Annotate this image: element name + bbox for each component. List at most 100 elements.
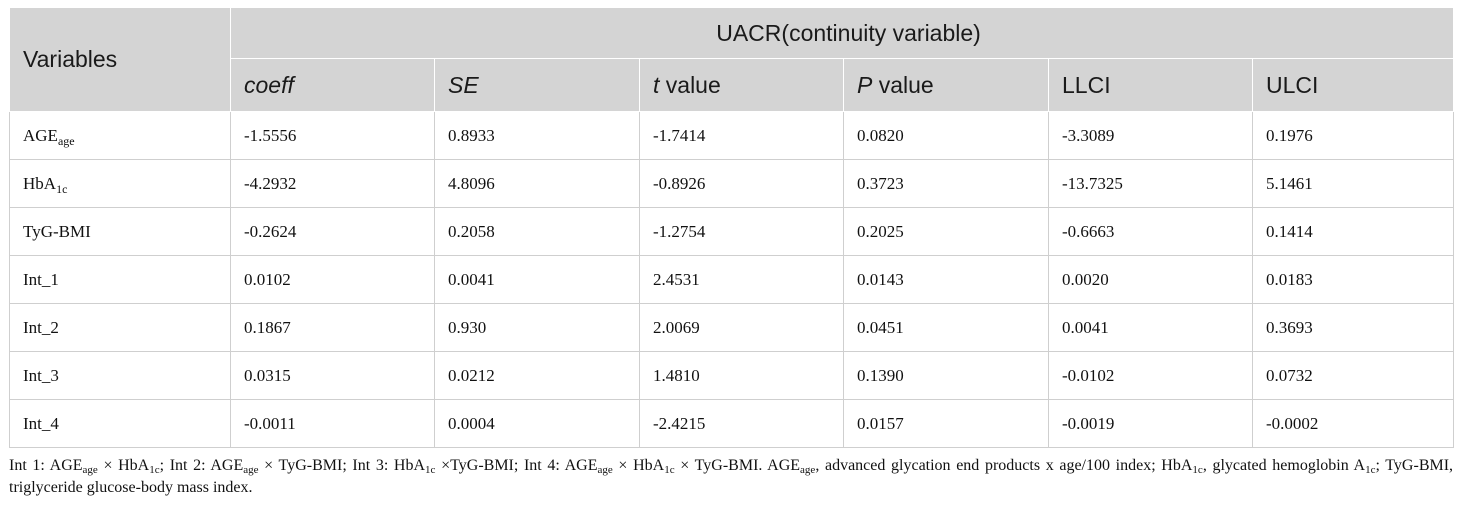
table-body: AGEage -1.5556 0.8933 -1.7414 0.0820 -3.3089 0… (9, 111, 1455, 448)
footnote-sub: 1c (425, 464, 436, 476)
variable-subscript: 1c (56, 181, 68, 196)
p-cell: 0.2025 (843, 207, 1049, 256)
p-cell: 0.0820 (843, 111, 1049, 160)
se-cell: 0.0004 (434, 399, 640, 448)
coeff-cell: -0.0011 (230, 399, 435, 448)
variable-cell: AGEage (9, 111, 231, 160)
se-cell: 0.8933 (434, 111, 640, 160)
llci-cell: 0.0020 (1048, 255, 1253, 304)
table-footnote: Int 1: AGEage × HbA1c; Int 2: AGEage × T… (9, 455, 1453, 499)
p-cell: 0.1390 (843, 351, 1049, 400)
ulci-cell: 0.1976 (1251, 111, 1455, 160)
llci-cell: -3.3089 (1048, 111, 1253, 160)
t-cell: -0.8926 (639, 159, 844, 208)
footnote-sub: 1c (1365, 464, 1376, 476)
variable-cell: HbA1c (9, 159, 231, 208)
variable-name: HbA (23, 173, 57, 193)
coeff-header-text: coeff (244, 71, 294, 98)
ulci-cell: 0.0183 (1251, 255, 1455, 304)
variable-cell: Int_1 (9, 255, 231, 304)
footnote-sub: 1c (664, 464, 675, 476)
t-cell: 2.4531 (639, 255, 844, 304)
variable-name: Int_4 (23, 413, 59, 433)
p-value-header: P value (843, 58, 1049, 112)
table-row: Int_3 0.0315 0.0212 1.4810 0.1390 -0.0102 0.07… (9, 351, 1455, 400)
footnote-seg: × TyG-BMI. AGE (674, 457, 801, 474)
variable-cell: TyG-BMI (9, 207, 231, 256)
llci-cell: 0.0041 (1048, 303, 1253, 352)
footnote-sub: age (243, 464, 259, 476)
p-cell: 0.3723 (843, 159, 1049, 208)
footnote-seg: × TyG-BMI; Int 3: HbA (258, 457, 426, 474)
coeff-header: coeff (230, 58, 435, 112)
se-header: SE (434, 58, 640, 112)
variables-header: Variables (9, 7, 231, 112)
coeff-cell: 0.0102 (230, 255, 435, 304)
variable-subscript: age (57, 133, 75, 148)
footnote-seg: , glycated hemoglobin A (1202, 457, 1366, 474)
p-header-italic: P (857, 71, 873, 98)
se-cell: 4.8096 (434, 159, 640, 208)
table-row: AGEage -1.5556 0.8933 -1.7414 0.0820 -3.3089 0… (9, 111, 1455, 160)
footnote-sub: age (800, 464, 816, 476)
se-cell: 0.0212 (434, 351, 640, 400)
footnote-seg: , advanced glycation end products x age/… (815, 457, 1193, 474)
table-row: HbA1c -4.2932 4.8096 -0.8926 0.3723 -13.7325 5… (9, 159, 1455, 208)
p-cell: 0.0143 (843, 255, 1049, 304)
table-container: Variables UACR(continuity variable) coef… (9, 6, 1455, 499)
se-cell: 0.0041 (434, 255, 640, 304)
footnote-seg: ×TyG-BMI; Int 4: AGE (435, 457, 598, 474)
variable-name: Int_1 (23, 269, 59, 289)
ulci-cell: 5.1461 (1251, 159, 1455, 208)
ulci-cell: -0.0002 (1251, 399, 1455, 448)
variable-name: TyG-BMI (23, 221, 91, 241)
llci-header: LLCI (1048, 58, 1253, 112)
llci-cell: -0.6663 (1048, 207, 1253, 256)
llci-cell: -0.0019 (1048, 399, 1253, 448)
p-header-rest: value (872, 71, 934, 98)
footnote-seg: × HbA (612, 457, 665, 474)
variable-cell: Int_3 (9, 351, 231, 400)
footnote-seg: ; Int 2: AGE (159, 457, 244, 474)
coeff-cell: 0.0315 (230, 351, 435, 400)
regression-table: Variables UACR(continuity variable) coef… (9, 6, 1455, 448)
footnote-seg: × HbA (97, 457, 150, 474)
uacr-group-header: UACR(continuity variable) (229, 6, 1455, 60)
llci-cell: -0.0102 (1048, 351, 1253, 400)
coeff-cell: -0.2624 (230, 207, 435, 256)
footnote-seg: Int 1: AGE (9, 457, 83, 474)
footnote-sub: 1c (1192, 464, 1203, 476)
ulci-header: ULCI (1251, 58, 1455, 112)
ulci-cell: 0.1414 (1251, 207, 1455, 256)
variable-name: Int_2 (23, 317, 59, 337)
t-cell: 1.4810 (639, 351, 844, 400)
coeff-cell: -1.5556 (230, 111, 435, 160)
t-cell: -2.4215 (639, 399, 844, 448)
ulci-cell: 0.3693 (1251, 303, 1455, 352)
variable-cell: Int_2 (9, 303, 231, 352)
variable-name: AGE (23, 125, 58, 145)
t-cell: 2.0069 (639, 303, 844, 352)
llci-cell: -13.7325 (1048, 159, 1253, 208)
t-cell: -1.7414 (639, 111, 844, 160)
t-value-header: t value (639, 58, 844, 112)
footnote-seg: ; TyG-BMI, triglyceride glucose-body mas… (9, 457, 1454, 496)
p-cell: 0.0451 (843, 303, 1049, 352)
footnote-sub: age (82, 464, 98, 476)
table-row: Int_4 -0.0011 0.0004 -2.4215 0.0157 -0.0019 -0… (9, 399, 1455, 448)
footnote-sub: 1c (149, 464, 160, 476)
variable-name: Int_3 (23, 365, 59, 385)
coeff-cell: 0.1867 (230, 303, 435, 352)
variable-cell: Int_4 (9, 399, 231, 448)
se-cell: 0.930 (434, 303, 640, 352)
se-header-text: SE (448, 71, 479, 98)
ulci-cell: 0.0732 (1251, 351, 1455, 400)
t-header-rest: value (659, 71, 721, 98)
table-row: TyG-BMI -0.2624 0.2058 -1.2754 0.2025 -0.6663… (9, 207, 1455, 256)
table-row: Int_1 0.0102 0.0041 2.4531 0.0143 0.0020 0.018… (9, 255, 1455, 304)
t-cell: -1.2754 (639, 207, 844, 256)
p-cell: 0.0157 (843, 399, 1049, 448)
footnote-sub: age (597, 464, 613, 476)
se-cell: 0.2058 (434, 207, 640, 256)
table-row: Int_2 0.1867 0.930 2.0069 0.0451 0.0041 0.3693 (9, 303, 1455, 352)
